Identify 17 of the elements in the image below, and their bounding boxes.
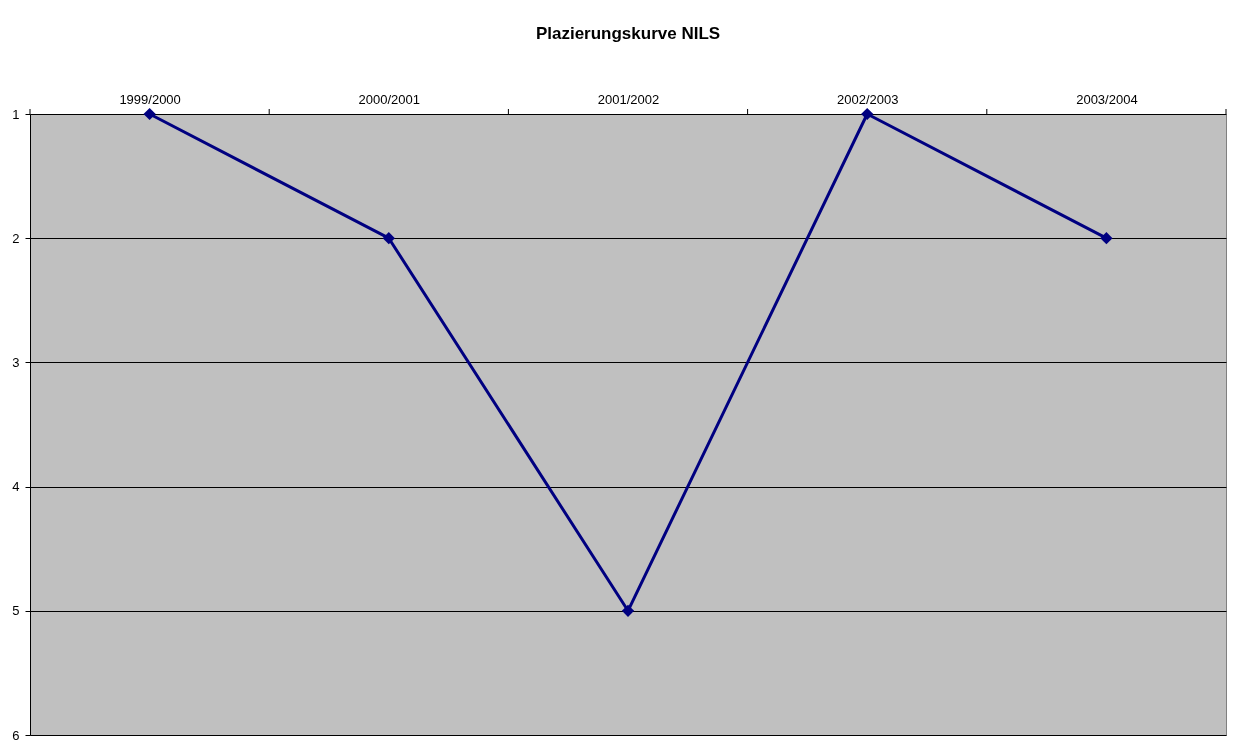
- x-tick-label: 2002/2003: [836, 91, 899, 107]
- chart-title: Plazierungskurve NILS: [535, 24, 721, 43]
- point: [1100, 232, 1113, 245]
- y-tick-label: 5: [12, 603, 20, 619]
- y-tick-label: 6: [12, 727, 20, 743]
- y-tick-label: 1: [12, 106, 20, 122]
- x-tick-label: 2003/2004: [1076, 91, 1138, 107]
- y-tick-label: 3: [12, 354, 20, 370]
- point: [382, 232, 395, 245]
- y-tick-label: 2: [12, 230, 20, 246]
- point: [621, 604, 635, 617]
- point: [143, 107, 156, 121]
- point: [861, 107, 874, 121]
- y-tick-label: 4: [12, 479, 20, 495]
- x-tick-label: 2000/2001: [358, 91, 421, 107]
- x-tick-label: 1999/2000: [119, 91, 181, 107]
- x-tick-label: 2001/2002: [597, 91, 660, 107]
